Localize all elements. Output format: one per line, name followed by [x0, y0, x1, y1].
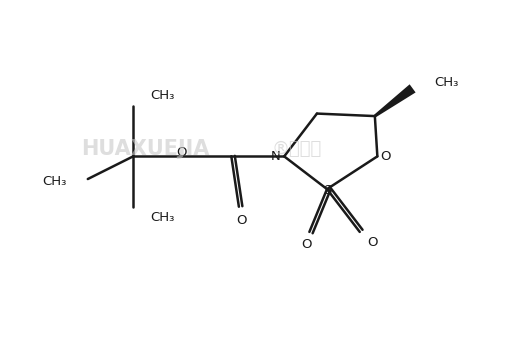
Text: ®化学加: ®化学加: [272, 140, 322, 158]
Polygon shape: [374, 84, 416, 117]
Text: O: O: [236, 214, 247, 227]
Text: O: O: [381, 150, 391, 163]
Text: CH₃: CH₃: [434, 76, 458, 89]
Text: O: O: [302, 238, 312, 251]
Text: CH₃: CH₃: [151, 211, 175, 224]
Text: HUAXUEJIA: HUAXUEJIA: [82, 139, 210, 159]
Text: CH₃: CH₃: [151, 89, 175, 102]
Text: O: O: [176, 146, 187, 159]
Text: O: O: [367, 237, 378, 250]
Text: S: S: [323, 184, 331, 197]
Text: N: N: [271, 150, 281, 163]
Text: CH₃: CH₃: [42, 175, 67, 188]
